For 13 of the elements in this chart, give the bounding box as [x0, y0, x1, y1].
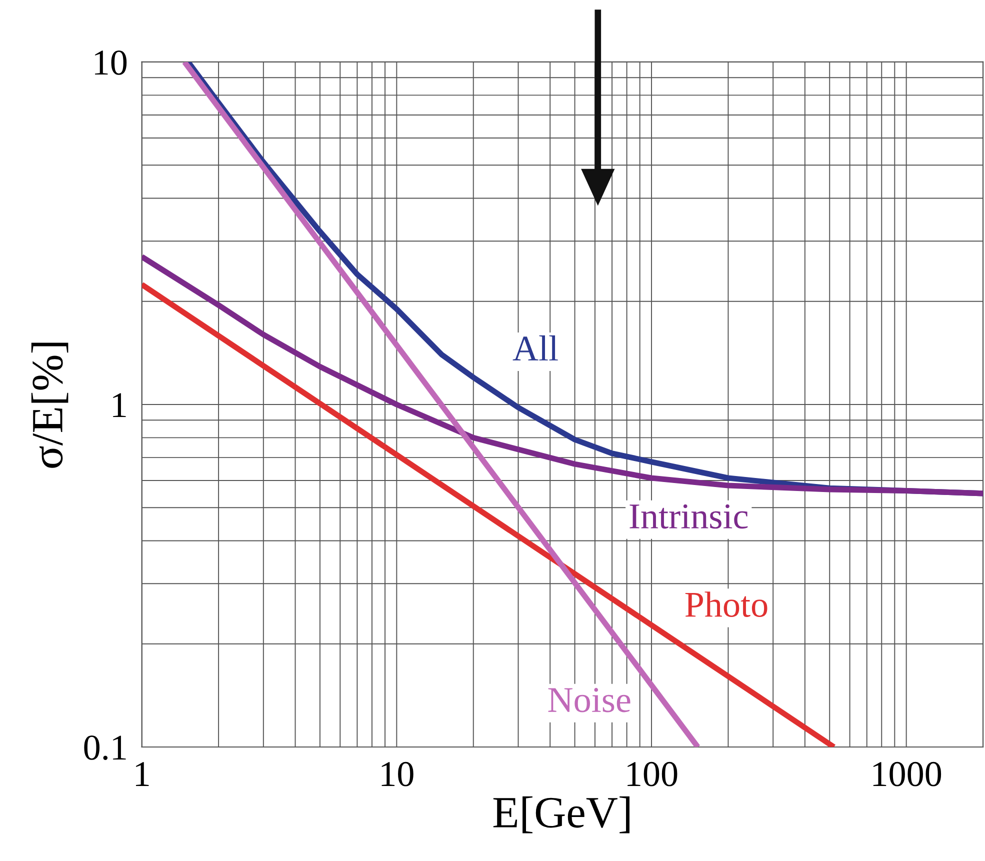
y-tick-label: 0.1 [84, 736, 126, 760]
series-label: All [512, 335, 558, 360]
y-axis-title: σ/E[%] [31, 342, 68, 468]
x-axis-title: E[GeV] [493, 796, 630, 834]
x-tick-label: 100 [628, 762, 678, 786]
y-tick-label: 1 [113, 393, 126, 418]
x-tick-label: 1 [136, 762, 149, 786]
y-tick-label: 10 [95, 50, 127, 75]
series-label: Noise [548, 688, 630, 712]
x-tick-label: 1000 [873, 762, 942, 786]
series-label: Photo [685, 592, 768, 617]
x-tick-label: 10 [382, 762, 414, 786]
series-label: Intrinsic [630, 504, 748, 529]
